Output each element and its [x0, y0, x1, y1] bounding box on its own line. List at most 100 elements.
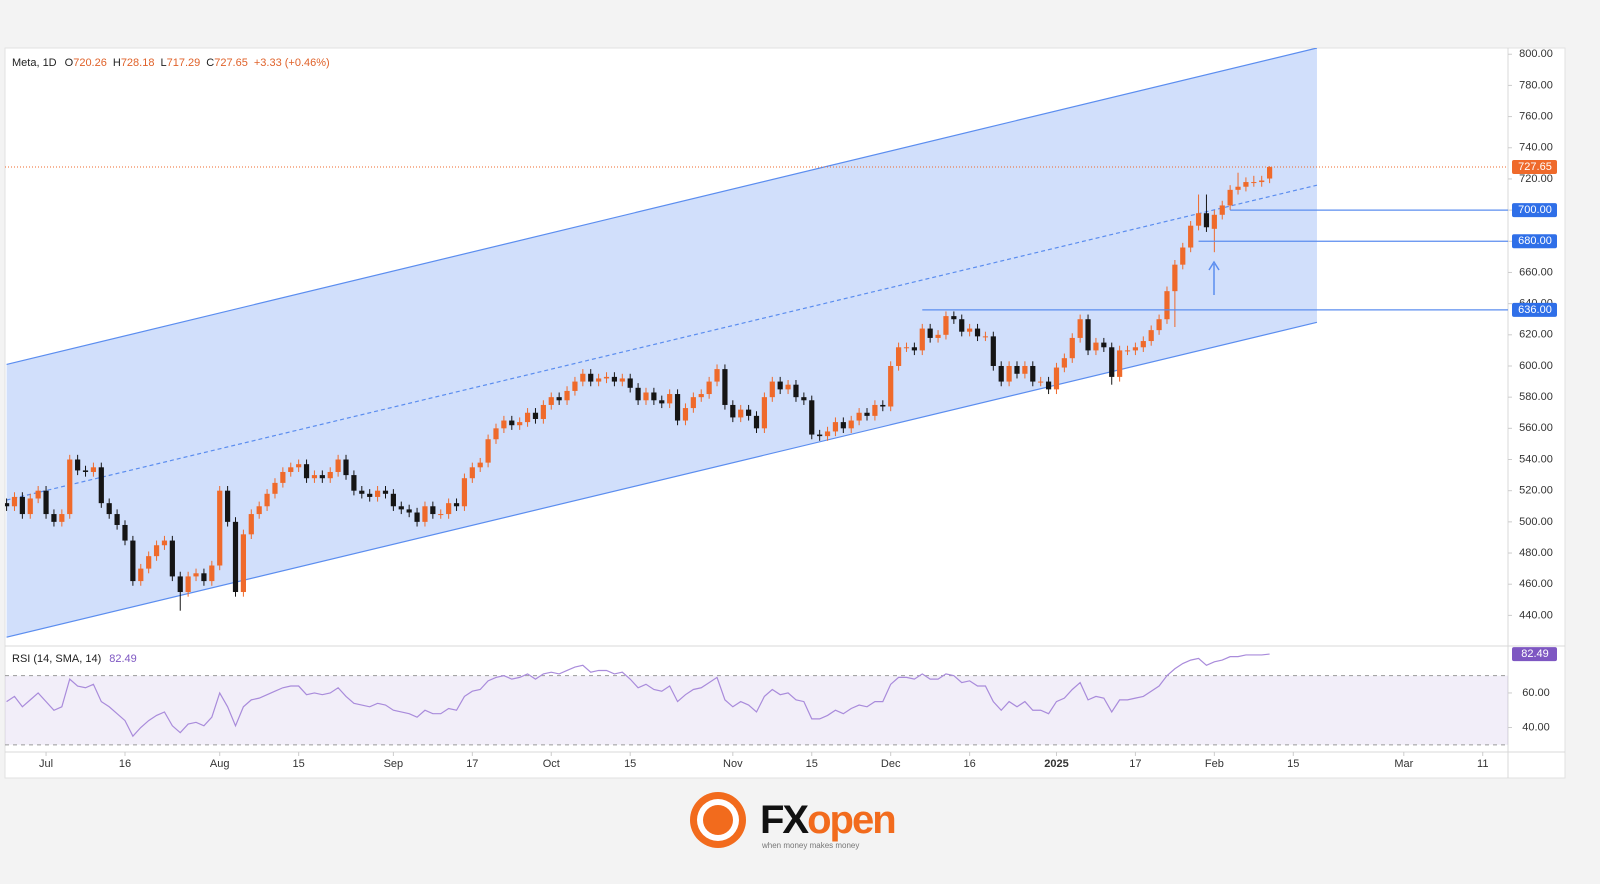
candle-body	[674, 394, 681, 421]
candle-body	[738, 409, 744, 418]
brand-name: FXopen	[760, 798, 895, 842]
candle-body	[27, 498, 33, 515]
channel-upper	[6, 48, 1318, 366]
candle-body	[753, 415, 760, 429]
candle-body	[1038, 381, 1044, 383]
x-tick-label: 16	[964, 758, 976, 770]
candle-body	[619, 378, 625, 382]
candle-body	[1219, 205, 1225, 215]
candle-body	[588, 373, 594, 382]
x-tick-label: 2025	[1044, 758, 1068, 770]
brand-tagline: when money makes money	[761, 841, 859, 850]
ohlc-letter: L	[160, 57, 166, 69]
y-tick-label: 780.00	[1519, 79, 1553, 91]
candle-body	[769, 381, 775, 398]
candle-body	[1203, 213, 1210, 228]
y-tick-label: 760.00	[1519, 110, 1553, 122]
candle-body	[872, 404, 878, 416]
candle-body	[824, 431, 831, 437]
candle-body	[761, 397, 767, 429]
candle-body	[106, 503, 112, 515]
candle-body	[477, 462, 483, 468]
x-tick-label: Nov	[723, 758, 743, 770]
candle-body	[667, 394, 673, 404]
candle-body	[446, 503, 452, 515]
candle-body	[627, 378, 633, 388]
candle-body	[264, 493, 270, 507]
candle-body	[817, 434, 823, 437]
candle-body	[453, 503, 460, 507]
candle-body	[1132, 347, 1139, 351]
candle-body	[1030, 365, 1036, 382]
candle-body	[1251, 182, 1257, 184]
y-tick-label: 500.00	[1519, 516, 1553, 528]
candle-body	[485, 439, 491, 463]
candle-body	[1093, 342, 1099, 351]
candle-body	[603, 376, 610, 379]
brand-fx: FX	[760, 798, 809, 842]
candle-body	[138, 568, 144, 582]
candle-body	[296, 464, 302, 468]
ohlc-value: 728.18	[121, 57, 155, 69]
level-label: 680.00	[1518, 235, 1552, 247]
candle-body	[793, 384, 799, 398]
candle-body	[232, 521, 239, 593]
candle-body	[1235, 186, 1241, 190]
candle-body	[398, 506, 404, 510]
ohlc-letter: O	[65, 57, 74, 69]
candle-body	[311, 475, 318, 479]
candle-body	[935, 334, 941, 338]
candle-body	[682, 408, 689, 421]
candle-body	[1164, 291, 1170, 320]
x-tick-label: 15	[624, 758, 636, 770]
candle-body	[1053, 367, 1060, 390]
candle-body	[927, 328, 933, 338]
level-label-box	[1512, 302, 1557, 317]
x-tick-label: Mar	[1394, 758, 1413, 770]
candle-body	[659, 400, 665, 404]
y-tick-label: 600.00	[1519, 360, 1553, 372]
candle-body	[895, 347, 902, 366]
candle-body	[193, 573, 199, 577]
candle-body	[809, 400, 815, 435]
x-tick-label: 15	[1287, 758, 1299, 770]
chart-panel	[4, 47, 1566, 779]
rsi-last-box	[1512, 647, 1557, 662]
candle-body	[256, 506, 262, 515]
candle-body	[303, 464, 310, 479]
header: Meta, 1D O720.26 H728.18 L717.29 C727.65 +3.3…	[12, 57, 330, 69]
candle-body	[367, 493, 373, 497]
candle-body	[1117, 350, 1123, 377]
candle-body	[374, 490, 381, 497]
rsi-band	[5, 675, 1508, 745]
x-tick-label: Feb	[1205, 758, 1224, 770]
y-tick-label: 800.00	[1519, 48, 1553, 60]
candle-body	[1022, 365, 1028, 374]
candle-body	[438, 514, 444, 516]
candle-body	[714, 369, 720, 382]
candle-body	[801, 397, 807, 401]
candle-body	[1259, 180, 1265, 183]
ohlc-letter: C	[206, 57, 214, 69]
candle-body	[1140, 341, 1146, 348]
candle-body	[146, 556, 152, 569]
candle-body	[540, 404, 546, 419]
ohlc-value: 717.29	[167, 57, 201, 69]
candle-body	[248, 514, 254, 535]
candle-body	[880, 404, 886, 407]
candle-body	[911, 347, 917, 351]
candle-body	[130, 540, 136, 582]
symbol: Meta, 1D	[12, 57, 57, 69]
candle-body	[1267, 167, 1273, 179]
candle-body	[974, 328, 981, 337]
y-tick-label: 480.00	[1519, 547, 1553, 559]
x-tick-label: Jul	[39, 758, 53, 770]
change: +3.33 (+0.46%)	[254, 57, 330, 69]
candle-body	[335, 459, 341, 472]
candle-body	[153, 545, 160, 557]
candle-body	[1085, 319, 1091, 351]
x-tick-label: 15	[806, 758, 818, 770]
candle-body	[161, 540, 168, 546]
candle-body	[1014, 365, 1020, 374]
